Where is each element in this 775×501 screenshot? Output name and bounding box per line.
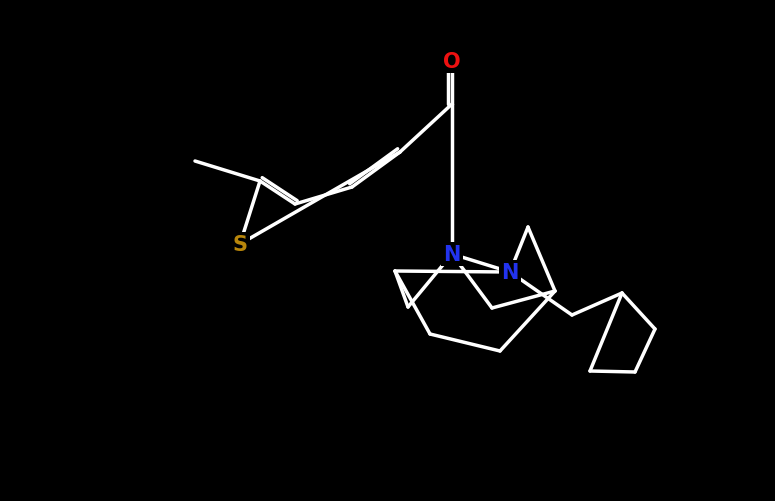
Text: O: O [443, 52, 461, 72]
Text: S: S [232, 234, 247, 255]
Text: N: N [501, 263, 518, 283]
Text: N: N [443, 244, 460, 265]
